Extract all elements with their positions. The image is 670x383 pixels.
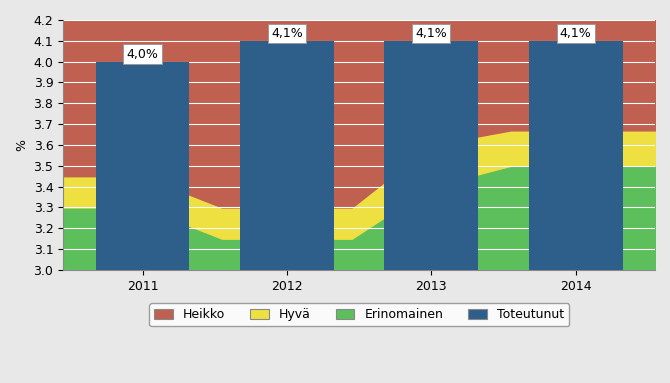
Text: 4,0%: 4,0% (127, 47, 159, 61)
Text: 4,1%: 4,1% (415, 27, 447, 40)
Bar (96, 62, 190, 270)
Legend: Heikko, Hyvä, Erinomainen, Toteutunut: Heikko, Hyvä, Erinomainen, Toteutunut (149, 303, 569, 326)
Y-axis label: %: % (15, 139, 28, 151)
Bar (529, 41, 622, 270)
Text: 4,1%: 4,1% (271, 27, 303, 40)
Text: 4,1%: 4,1% (559, 27, 592, 40)
Bar (385, 41, 478, 270)
Bar (240, 41, 334, 270)
